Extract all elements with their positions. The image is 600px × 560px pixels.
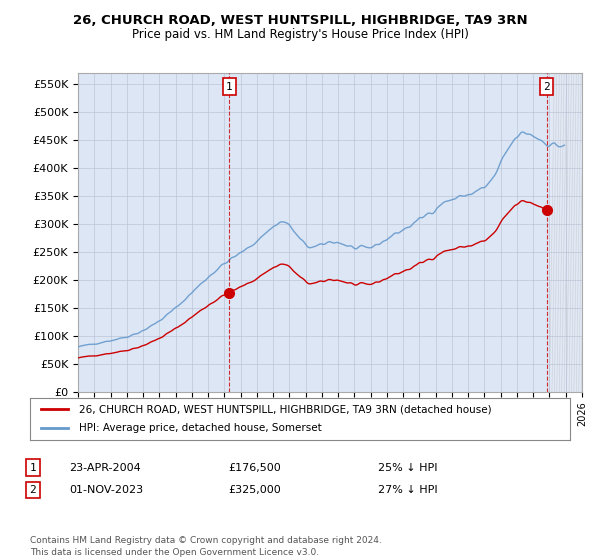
Text: 26, CHURCH ROAD, WEST HUNTSPILL, HIGHBRIDGE, TA9 3RN (detached house): 26, CHURCH ROAD, WEST HUNTSPILL, HIGHBRI…: [79, 404, 491, 414]
Text: 2: 2: [544, 82, 550, 92]
Text: £325,000: £325,000: [228, 485, 281, 495]
Text: 27% ↓ HPI: 27% ↓ HPI: [378, 485, 437, 495]
Bar: [550, 73, 582, 392]
Bar: [550, 73, 582, 392]
Text: 25% ↓ HPI: 25% ↓ HPI: [378, 463, 437, 473]
Text: Contains HM Land Registry data © Crown copyright and database right 2024.
This d: Contains HM Land Registry data © Crown c…: [30, 536, 382, 557]
Text: 1: 1: [226, 82, 233, 92]
Text: HPI: Average price, detached house, Somerset: HPI: Average price, detached house, Some…: [79, 423, 322, 433]
Text: 01-NOV-2023: 01-NOV-2023: [69, 485, 143, 495]
Text: Price paid vs. HM Land Registry's House Price Index (HPI): Price paid vs. HM Land Registry's House …: [131, 28, 469, 41]
Text: 1: 1: [29, 463, 37, 473]
Text: 26, CHURCH ROAD, WEST HUNTSPILL, HIGHBRIDGE, TA9 3RN: 26, CHURCH ROAD, WEST HUNTSPILL, HIGHBRI…: [73, 14, 527, 27]
Text: £176,500: £176,500: [228, 463, 281, 473]
Text: 23-APR-2004: 23-APR-2004: [69, 463, 141, 473]
Text: 2: 2: [29, 485, 37, 495]
